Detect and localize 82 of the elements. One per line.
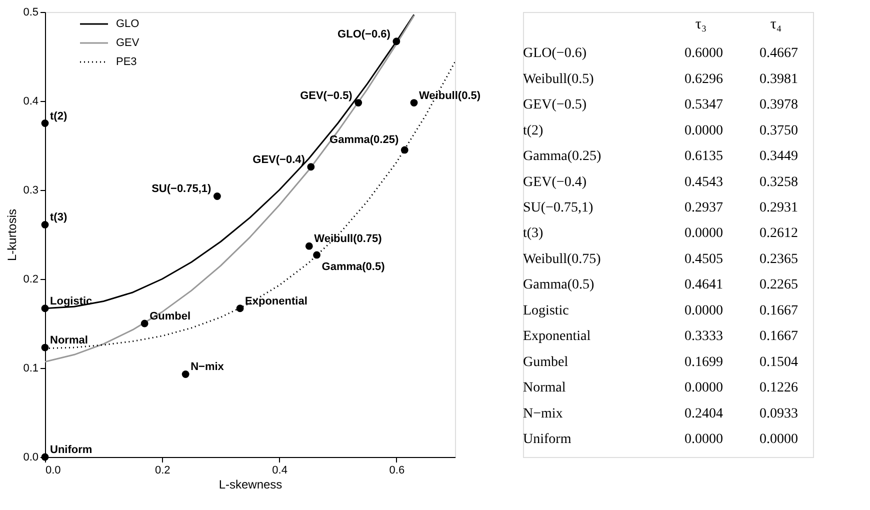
line-series <box>45 14 415 363</box>
data-label: 0.3333 <box>684 329 723 344</box>
y-tick-label: 0.0 <box>23 452 38 464</box>
category-label: GEV(−0.5) <box>523 98 587 113</box>
category-label: Uniform <box>523 432 572 447</box>
data-label: 0.5347 <box>684 98 723 113</box>
data-label: 0.6135 <box>684 149 723 164</box>
data-label: 0.3978 <box>760 98 798 113</box>
data-label: 0.3449 <box>760 149 798 164</box>
data-label: 0.3981 <box>760 72 798 87</box>
category-label: GEV(−0.4) <box>523 174 587 190</box>
annotation: Normal <box>50 334 88 347</box>
annotation: Gumbel <box>150 310 191 322</box>
y-tick-label: 0.4 <box>23 96 38 108</box>
category-label: Weibull(0.75) <box>523 252 602 267</box>
data-label: 0.2931 <box>760 200 798 216</box>
annotation: Gamma(0.5) <box>322 260 386 273</box>
category-label: Normal <box>523 380 566 396</box>
x-tick-label: 0.6 <box>389 464 405 476</box>
category-label: t(2) <box>523 123 544 138</box>
y-tick-label: 0.5 <box>23 6 38 18</box>
data-label: 0.1699 <box>684 354 723 370</box>
legend-label: GEV <box>116 37 140 49</box>
category-label: SU(−0.75,1) <box>523 200 594 216</box>
category-label: Gamma(0.5) <box>523 278 594 293</box>
data-label: 0.1667 <box>760 303 798 318</box>
x-tick-label: 0.0 <box>46 464 61 476</box>
data-label: 0.0000 <box>684 303 723 318</box>
text: τ₄ <box>770 16 782 33</box>
data-label: 0.0000 <box>684 123 723 138</box>
x-tick-label: 0.2 <box>154 464 170 476</box>
data-label: 0.0000 <box>684 380 723 396</box>
category-label: Weibull(0.5) <box>523 72 594 87</box>
data-label: 0.0933 <box>760 406 798 422</box>
category-label: GLO(−0.6) <box>523 46 587 62</box>
category-label: t(3) <box>523 226 544 242</box>
text: τ₃ <box>695 16 707 33</box>
data-label: 0.4543 <box>684 174 723 190</box>
data-label: 0.2612 <box>760 226 798 242</box>
annotation: GLO(−0.6) <box>338 28 391 40</box>
annotation: GEV(−0.4) <box>252 154 306 166</box>
y-axis-title: L-kurtosis <box>5 208 20 262</box>
category-label: N−mix <box>523 406 563 422</box>
annotation: Logistic <box>50 295 92 308</box>
legend-label: GLO <box>116 18 140 30</box>
x-axis-title: L-skewness <box>218 478 282 492</box>
data-label: 0.3750 <box>760 123 798 138</box>
data-label: 0.1504 <box>760 354 798 370</box>
data-label: 0.0000 <box>684 432 723 447</box>
category-label: Gamma(0.25) <box>523 149 602 164</box>
legend-label: PE3 <box>116 56 137 68</box>
data-label: 0.0000 <box>760 432 798 447</box>
annotation: Weibull(0.5) <box>419 90 481 102</box>
annotation: t(3) <box>50 212 68 224</box>
data-label: 0.2365 <box>760 252 798 267</box>
data-label: 0.2937 <box>684 200 723 216</box>
data-label: 0.0000 <box>684 226 723 242</box>
category-label: Exponential <box>523 329 591 344</box>
y-tick-label: 0.1 <box>23 362 38 374</box>
annotation: GEV(−0.5) <box>300 90 353 102</box>
data-label: 0.2265 <box>760 278 798 293</box>
data-label: 0.2404 <box>684 406 723 422</box>
annotation: t(2) <box>50 110 68 122</box>
annotation: N−mix <box>190 361 225 374</box>
annotation: Weibull(0.75) <box>314 233 382 246</box>
data-label: 0.1667 <box>760 329 798 344</box>
annotation: Uniform <box>50 444 92 456</box>
data-label: 0.4667 <box>760 46 798 62</box>
annotation: SU(−0.75,1) <box>152 183 212 196</box>
data-label: 0.3258 <box>760 174 798 190</box>
data-label: 0.1226 <box>760 380 798 396</box>
annotation: Exponential <box>245 295 308 308</box>
data-label: 0.6000 <box>684 46 723 62</box>
data-label: 0.4505 <box>684 252 723 267</box>
data-label: 0.6296 <box>684 72 723 87</box>
category-label: Logistic <box>523 303 569 318</box>
y-tick-label: 0.3 <box>23 184 38 196</box>
annotation: Gamma(0.25) <box>330 134 399 146</box>
x-tick-label: 0.4 <box>272 464 288 476</box>
y-tick-label: 0.2 <box>23 274 38 286</box>
data-label: 0.4641 <box>684 278 723 293</box>
category-label: Gumbel <box>523 354 568 370</box>
